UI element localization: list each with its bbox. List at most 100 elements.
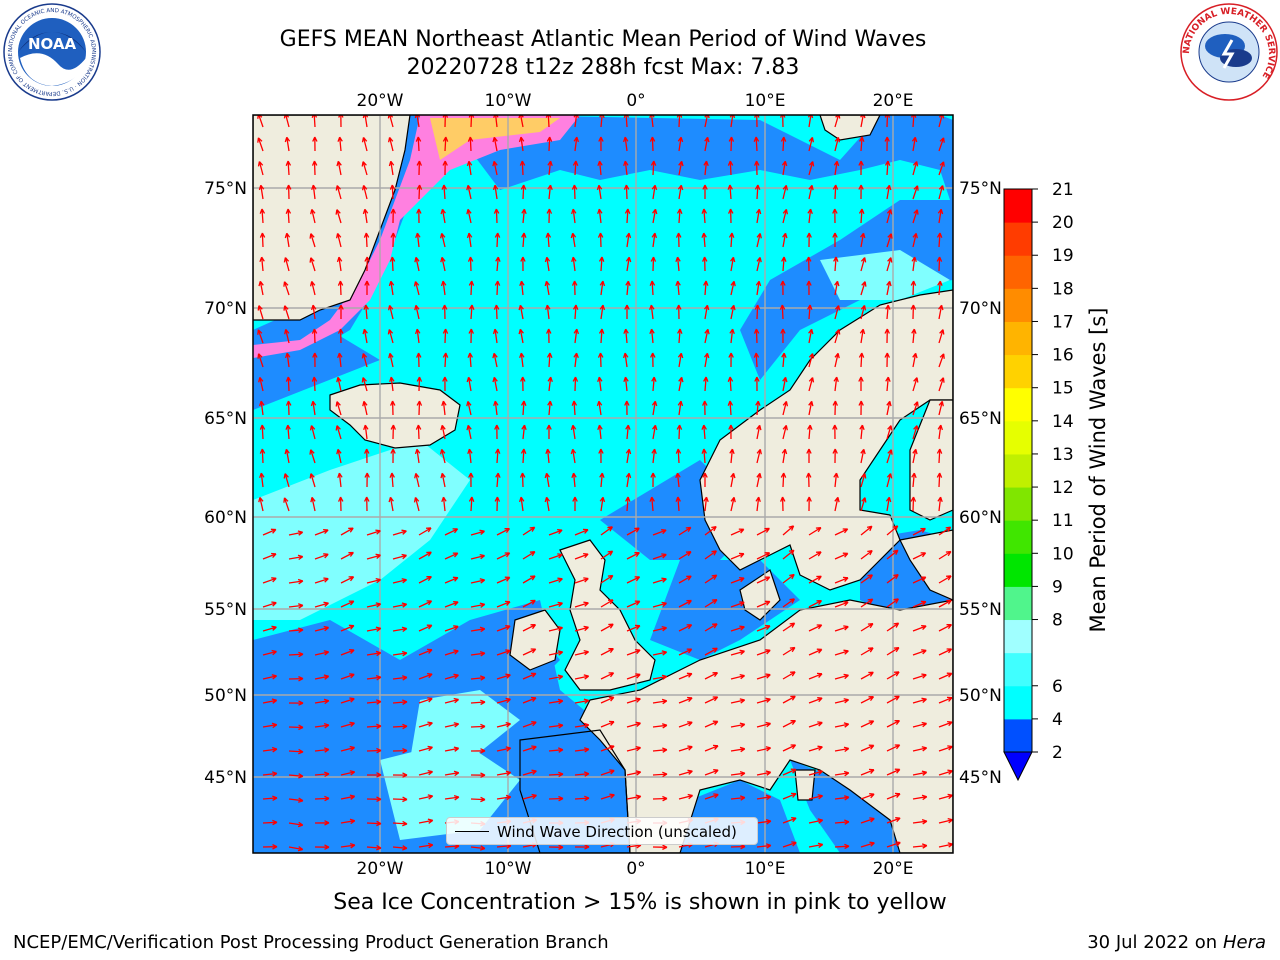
wind-wave-arrow	[340, 600, 355, 608]
wind-wave-arrow	[545, 448, 551, 464]
wind-wave-arrow	[466, 424, 472, 440]
wind-wave-arrow	[416, 352, 422, 368]
wind-wave-arrow	[756, 843, 772, 849]
wind-wave-arrow	[651, 376, 657, 392]
wind-wave-arrow	[938, 304, 944, 320]
wind-wave-arrow	[678, 526, 692, 536]
wind-wave-arrow	[938, 672, 953, 680]
wind-wave-arrow	[675, 256, 681, 272]
wind-wave-arrow	[340, 673, 355, 680]
wind-wave-arrow	[833, 160, 840, 176]
wind-wave-arrow	[310, 304, 317, 320]
wind-wave-arrow	[574, 722, 590, 729]
wind-wave-arrow	[730, 576, 745, 584]
wind-wave-arrow	[884, 136, 890, 152]
wind-wave-arrow	[493, 208, 500, 224]
wind-wave-arrow	[392, 699, 408, 705]
wind-wave-arrow	[314, 795, 330, 802]
wind-wave-arrow	[262, 552, 277, 560]
wind-wave-arrow	[860, 549, 873, 560]
wind-wave-arrow	[651, 232, 658, 248]
wind-wave-arrow	[570, 208, 577, 224]
wind-wave-arrow	[574, 771, 590, 777]
wind-wave-arrow	[937, 208, 944, 224]
wind-wave-arrow	[336, 160, 342, 176]
wind-wave-arrow	[466, 232, 473, 248]
wind-wave-arrow	[652, 698, 668, 705]
colorbar-tick-label: 4	[1052, 710, 1063, 730]
wind-wave-arrow	[730, 528, 745, 536]
lat-label: 45°N	[204, 768, 247, 788]
wind-wave-arrow	[416, 160, 422, 176]
wind-wave-arrow	[288, 724, 304, 731]
wind-wave-arrow	[782, 376, 788, 392]
wind-wave-arrow	[703, 376, 709, 392]
wind-wave-arrow	[805, 256, 812, 272]
wind-wave-arrow	[599, 472, 605, 488]
wind-wave-arrow	[548, 723, 564, 729]
wind-wave-arrow	[288, 676, 304, 682]
wind-wave-arrow	[808, 526, 822, 536]
wind-wave-arrow	[392, 796, 408, 803]
colorbar-tick-label: 11	[1052, 511, 1074, 531]
wind-wave-arrow	[834, 746, 850, 753]
wind-wave-arrow	[416, 400, 423, 416]
wind-wave-arrow	[573, 328, 580, 344]
wind-wave-arrow	[388, 160, 395, 176]
wind-wave-arrow	[704, 744, 719, 752]
wind-wave-arrow	[858, 376, 864, 391]
wind-wave-arrow	[649, 136, 656, 152]
wind-wave-arrow	[366, 699, 382, 705]
wind-wave-arrow	[678, 696, 693, 704]
lon-label: 10°E	[745, 91, 786, 111]
wind-wave-arrow	[283, 281, 290, 296]
wind-wave-arrow	[650, 160, 657, 176]
wind-wave-arrow	[704, 696, 719, 704]
wind-wave-arrow	[704, 574, 718, 584]
wind-wave-arrow	[623, 160, 629, 176]
wind-wave-arrow	[522, 793, 537, 800]
wind-wave-arrow	[522, 599, 536, 608]
chart-subtitle: 20220728 t12z 288h fcst Max: 7.83	[406, 55, 800, 80]
wind-wave-arrow	[730, 280, 736, 296]
wind-wave-arrow	[651, 400, 658, 416]
wind-wave-arrow	[366, 772, 382, 778]
wind-wave-arrow	[389, 472, 395, 488]
wind-wave-arrow	[600, 647, 614, 656]
wind-wave-arrow	[860, 720, 875, 728]
wind-wave-arrow	[522, 624, 537, 632]
footer-date: 30 Jul 2022 on Hera	[1087, 932, 1266, 953]
wind-wave-arrow	[730, 746, 746, 753]
wind-wave-arrow	[808, 400, 814, 416]
wind-wave-arrow	[808, 721, 823, 728]
wind-wave-arrow	[442, 160, 448, 176]
wind-wave-arrow	[314, 747, 330, 753]
wind-wave-arrow	[259, 448, 266, 464]
wind-wave-arrow	[600, 769, 615, 776]
wind-wave-arrow	[284, 448, 290, 464]
wind-wave-arrow	[413, 496, 420, 512]
wind-wave-arrow	[678, 721, 693, 728]
wind-wave-arrow	[912, 697, 927, 704]
lon-label: 20°W	[357, 859, 404, 879]
wind-wave-arrow	[727, 400, 734, 416]
wind-wave-arrow	[493, 304, 500, 320]
wind-wave-arrow	[496, 770, 512, 776]
wind-wave-arrow	[574, 528, 589, 536]
wind-wave-arrow	[466, 208, 472, 224]
wind-wave-arrow	[860, 622, 874, 632]
wind-wave-arrow	[649, 304, 655, 320]
wind-wave-arrow	[418, 842, 434, 849]
wind-wave-arrow	[470, 626, 486, 633]
wind-wave-arrow	[444, 625, 459, 632]
wind-wave-arrow	[314, 722, 330, 729]
wind-wave-arrow	[650, 472, 656, 488]
wind-wave-arrow	[912, 770, 928, 776]
wind-wave-arrow	[834, 843, 850, 850]
wind-wave-arrow	[912, 425, 919, 440]
lon-label: 20°E	[873, 91, 914, 111]
wind-wave-arrow	[727, 160, 734, 176]
wind-wave-arrow	[520, 256, 526, 272]
colorbar-bin	[1004, 586, 1032, 621]
wind-wave-arrow	[912, 161, 919, 176]
